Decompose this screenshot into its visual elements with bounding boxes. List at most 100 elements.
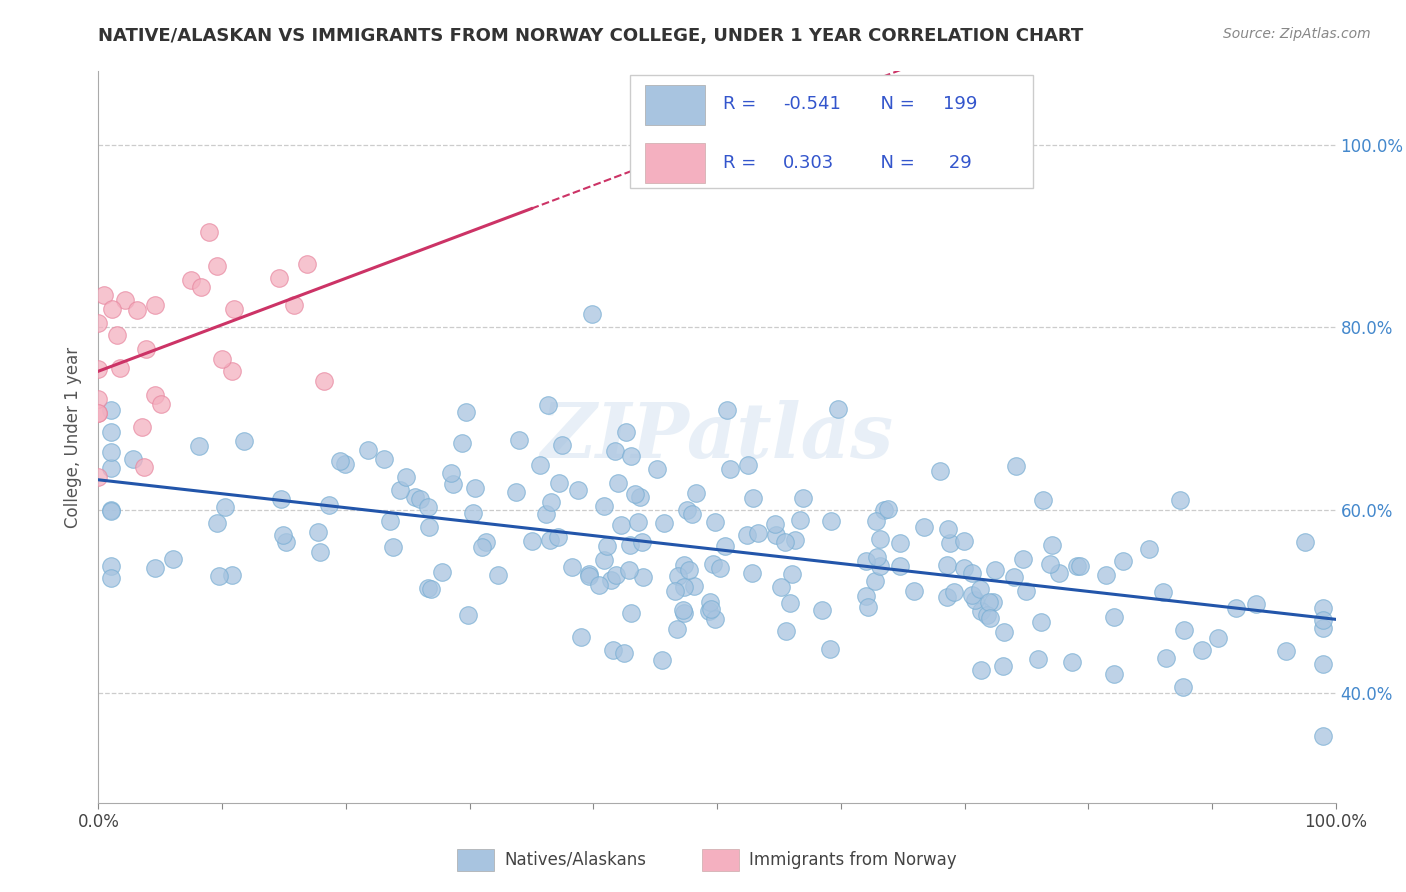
Point [631, 534, 654, 549]
Point [457, 608, 479, 623]
Point [855, 554, 877, 568]
Point [270, 491, 292, 506]
Point [464, 481, 486, 495]
Point [889, 559, 911, 574]
Point [779, 596, 801, 610]
Point [613, 647, 636, 661]
Point [1312, 613, 1334, 627]
Point [610, 518, 633, 533]
Point [865, 514, 887, 528]
Point [678, 563, 700, 577]
Point [602, 642, 624, 657]
Point [651, 653, 673, 667]
Point [672, 607, 695, 621]
Point [134, 342, 156, 356]
Point [100, 504, 122, 518]
Point [970, 663, 993, 677]
FancyBboxPatch shape [645, 85, 704, 125]
Point [1312, 729, 1334, 743]
Point [676, 502, 699, 516]
Point [789, 513, 811, 527]
Point [1152, 585, 1174, 599]
Point [224, 302, 246, 317]
Point [451, 436, 474, 450]
Point [963, 593, 986, 607]
Point [991, 659, 1014, 673]
Point [1012, 552, 1035, 566]
Point [548, 475, 571, 490]
Text: -0.541: -0.541 [783, 95, 841, 113]
Point [100, 301, 122, 316]
Point [87, 406, 110, 420]
Text: ZIPatlas: ZIPatlas [540, 401, 894, 474]
Point [666, 569, 689, 583]
Point [307, 524, 329, 539]
Point [143, 561, 166, 575]
Point [607, 476, 630, 491]
Point [855, 589, 877, 603]
Point [939, 536, 962, 550]
Point [538, 533, 561, 547]
Point [1168, 493, 1191, 508]
Point [673, 558, 696, 572]
Point [418, 520, 440, 534]
Text: 0.303: 0.303 [783, 153, 834, 172]
Point [211, 352, 233, 367]
Point [221, 568, 243, 582]
Point [889, 536, 911, 550]
Point [131, 419, 153, 434]
Point [143, 388, 166, 402]
Point [333, 458, 356, 472]
Point [127, 302, 149, 317]
Point [619, 606, 641, 620]
FancyBboxPatch shape [457, 849, 495, 871]
Point [605, 568, 627, 582]
Point [716, 403, 738, 417]
Point [863, 574, 886, 588]
Point [221, 363, 243, 377]
Point [395, 470, 418, 484]
Point [960, 588, 983, 602]
Point [936, 591, 959, 605]
Text: N =: N = [869, 153, 921, 172]
Point [775, 624, 797, 639]
Point [132, 460, 155, 475]
Point [409, 491, 432, 506]
Text: R =: R = [723, 95, 762, 113]
Point [581, 307, 603, 321]
Point [1294, 535, 1316, 549]
Point [588, 578, 610, 592]
Point [666, 622, 689, 636]
Point [737, 458, 759, 472]
Point [1032, 493, 1054, 508]
Point [309, 545, 332, 559]
Point [197, 225, 219, 239]
Point [520, 534, 543, 549]
Point [697, 604, 720, 618]
Point [1225, 601, 1247, 615]
Point [357, 442, 380, 457]
Point [742, 491, 765, 505]
Point [620, 449, 643, 463]
Point [508, 434, 530, 448]
Text: NATIVE/ALASKAN VS IMMIGRANTS FROM NORWAY COLLEGE, UNDER 1 YEAR CORRELATION CHART: NATIVE/ALASKAN VS IMMIGRANTS FROM NORWAY… [98, 27, 1084, 45]
Point [741, 566, 763, 580]
Point [105, 327, 128, 342]
Point [977, 595, 1000, 609]
Point [430, 565, 453, 579]
Point [1015, 584, 1038, 599]
Point [381, 540, 404, 554]
Point [416, 500, 439, 514]
Point [683, 579, 706, 593]
Point [969, 582, 991, 596]
Point [190, 280, 212, 294]
Point [274, 534, 297, 549]
Point [993, 625, 1015, 640]
Point [143, 298, 166, 312]
Point [1173, 681, 1195, 695]
Point [529, 458, 551, 472]
Point [703, 611, 725, 625]
Point [783, 533, 806, 547]
Point [929, 464, 952, 478]
Point [912, 519, 935, 533]
